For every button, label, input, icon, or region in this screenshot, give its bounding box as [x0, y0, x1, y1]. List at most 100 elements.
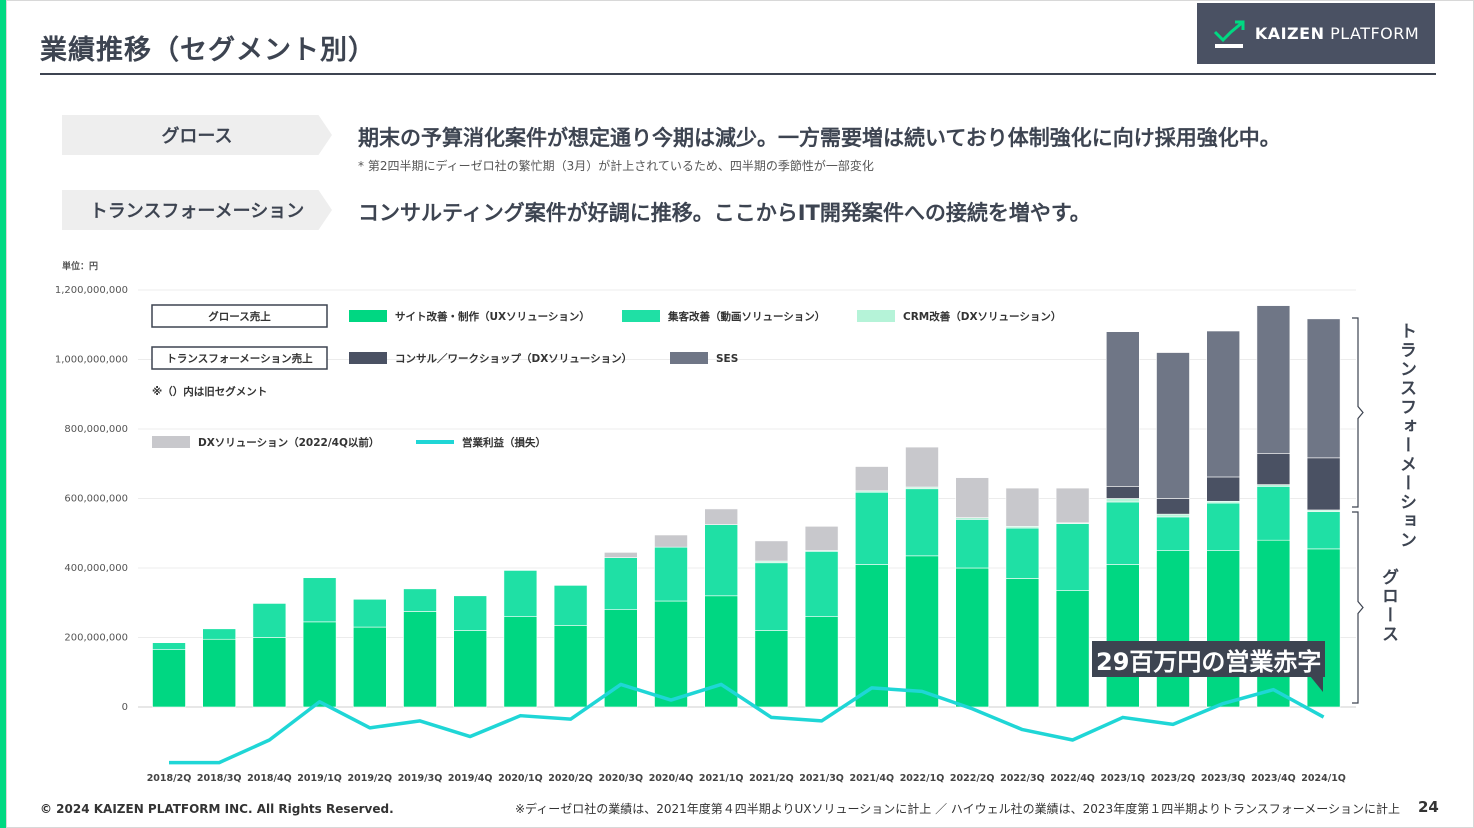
bar-site: [905, 555, 939, 708]
bar-marketing: [553, 585, 588, 626]
bar-dx: [754, 540, 789, 562]
legend-site: サイト改善・制作（UXソリューション）: [395, 310, 590, 323]
callout-tail: [1310, 676, 1323, 692]
transformation-segment-tag: トランスフォーメーション: [62, 190, 332, 230]
bar-marketing: [1005, 527, 1040, 579]
bar-dx: [854, 466, 889, 492]
legend-site-swatch: [349, 310, 387, 322]
y-tick-label: 800,000,000: [64, 424, 128, 435]
bar-site: [352, 626, 387, 708]
bar-marketing: [603, 557, 638, 611]
bar-site: [754, 630, 789, 708]
legend-group-growth-box: [151, 304, 328, 328]
x-tick-label: 2023/2Q: [1151, 773, 1196, 784]
bar-ses: [1206, 330, 1240, 478]
legend-marketing: 集客改善（動画ソリューション）: [667, 310, 825, 323]
bar-marketing: [1206, 502, 1240, 551]
bar-dx: [905, 446, 939, 488]
bar-site: [403, 611, 437, 708]
bar-marketing: [202, 628, 236, 640]
bar-dx: [1055, 487, 1090, 524]
growth-note: * 第2四半期にディーゼロ社の繁忙期（3月）が計上されているため、四半期の季節性…: [358, 159, 874, 173]
x-tick-label: 2022/3Q: [1000, 773, 1045, 784]
bar-marketing: [905, 488, 939, 557]
x-tick-label: 2021/2Q: [749, 773, 794, 784]
x-tick-label: 2021/4Q: [849, 773, 894, 784]
bracket-label-growth: グロース: [1378, 568, 1398, 644]
bar-site: [453, 630, 488, 708]
x-tick-label: 2022/1Q: [900, 773, 945, 784]
bar-marketing: [754, 562, 789, 631]
x-tick-label: 2019/4Q: [448, 773, 493, 784]
bar-marketing: [403, 588, 437, 612]
y-tick-label: 0: [122, 702, 128, 713]
bar-marketing: [1156, 516, 1190, 551]
legend-ses: SES: [716, 353, 738, 365]
x-tick-label: 2020/3Q: [598, 773, 643, 784]
bar-marketing: [453, 595, 488, 631]
bar-marketing: [1106, 501, 1140, 565]
bar-ses: [1106, 331, 1140, 487]
legend-ses-swatch: [670, 352, 708, 364]
logo-brand: KAIZEN: [1254, 24, 1325, 43]
bracket-growth: [1352, 511, 1364, 704]
bar-site: [1156, 550, 1190, 708]
legend-group-growth: グロース売上: [208, 310, 271, 323]
legend-consult-swatch: [349, 352, 387, 364]
bar-ses: [1256, 305, 1291, 454]
bar-dx: [603, 552, 638, 558]
x-tick-label: 2020/4Q: [649, 773, 694, 784]
bar-site: [1206, 550, 1240, 708]
transformation-summary: コンサルティング案件が好調に推移。ここからIT開発案件への接続を増やす。: [358, 201, 1091, 225]
operating-profit-line: [169, 682, 1325, 765]
bar-marketing: [503, 570, 538, 617]
bracket-label-transformation: トランスフォーメーション: [1396, 322, 1416, 550]
y-tick-label: 1,000,000,000: [55, 355, 128, 366]
bar-site: [202, 638, 236, 708]
bar-marketing: [854, 491, 889, 565]
bracket-transformation: [1352, 317, 1364, 508]
bar-site: [804, 616, 839, 708]
x-tick-label: 2020/1Q: [498, 773, 543, 784]
bar-site: [654, 600, 688, 708]
legend-crm: CRM改善（DXソリューション）: [903, 310, 1061, 323]
bar-consult: [1206, 476, 1240, 502]
legend-dx-swatch: [152, 436, 190, 448]
bar-site: [1005, 578, 1040, 708]
bar-ses: [1306, 318, 1341, 459]
unit-label: 単位：円: [62, 260, 98, 272]
bar-site: [252, 637, 287, 708]
footer-note: ※ディーゼロ社の業績は、2021年度第４四半期よりUXソリューションに計上 ／ …: [514, 802, 1400, 816]
bar-marketing: [704, 524, 739, 597]
x-tick-label: 2023/4Q: [1251, 773, 1296, 784]
legend-consult: コンサル／ワークショップ（DXソリューション）: [395, 352, 632, 365]
bar-consult: [1306, 457, 1341, 511]
y-tick-label: 600,000,000: [64, 494, 128, 505]
logo-rest: PLATFORM: [1330, 24, 1420, 43]
accent-bar: [0, 0, 6, 828]
x-tick-label: 2021/1Q: [699, 773, 744, 784]
growth-segment-tag: グロース: [62, 115, 332, 155]
bar-site: [955, 567, 990, 708]
bar-site: [503, 616, 538, 708]
x-tick-label: 2019/2Q: [347, 773, 392, 784]
bar-marketing: [804, 551, 839, 617]
x-tick-label: 2023/3Q: [1201, 773, 1246, 784]
legend-group-transformation: トランスフォーメーション売上: [166, 352, 313, 365]
x-tick-label: 2020/2Q: [548, 773, 593, 784]
bar-site: [553, 625, 588, 708]
legend-dx: DXソリューション（2022/4Q以前）: [198, 436, 379, 449]
bar-marketing: [302, 577, 337, 623]
bar-dx: [804, 525, 839, 551]
logo-text: KAIZEN PLATFORM: [1255, 24, 1419, 43]
bar-site: [302, 621, 337, 708]
bar-site: [1106, 564, 1140, 708]
page-title: 業績推移（セグメント別）: [40, 35, 376, 66]
legend-note: ※（）内は旧セグメント: [152, 385, 267, 398]
x-tick-label: 2019/3Q: [398, 773, 443, 784]
x-tick-label: 2023/1Q: [1100, 773, 1145, 784]
growth-summary: 期末の予算消化案件が想定通り今期は減少。一方需要増は続いており体制強化に向け採用…: [358, 126, 1281, 150]
x-tick-label: 2018/3Q: [197, 773, 242, 784]
operating-loss-callout: 29百万円の営業赤字: [1092, 641, 1326, 677]
